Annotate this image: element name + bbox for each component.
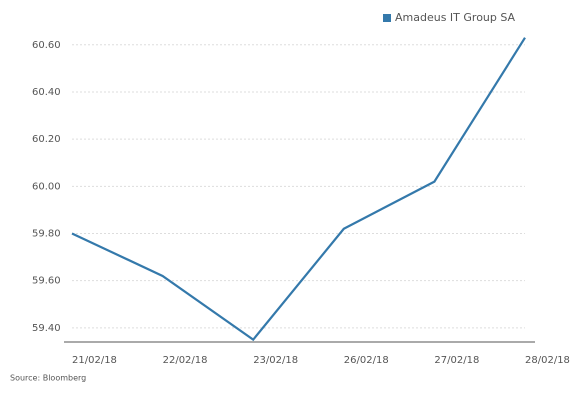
y-tick-label: 59.80 [32, 228, 61, 239]
data-line [71, 37, 526, 342]
source-note: Source: Bloomberg [10, 374, 86, 383]
x-tick-label: 21/02/18 [72, 355, 117, 366]
x-tick-label: 22/02/18 [163, 355, 208, 366]
legend-label: Amadeus IT Group SA [395, 11, 516, 24]
y-tick-label: 60.00 [32, 181, 61, 192]
y-tick-label: 59.40 [32, 323, 61, 334]
y-tick-label: 60.20 [32, 134, 61, 145]
x-tick-label: 23/02/18 [253, 355, 298, 366]
y-tick-label: 60.40 [32, 87, 61, 98]
x-tick-label: 28/02/18 [525, 355, 570, 366]
x-tick-label: 27/02/18 [434, 355, 479, 366]
y-tick-label: 60.60 [32, 40, 61, 51]
x-tick-label: 26/02/18 [344, 355, 389, 366]
y-tick-label: 59.60 [32, 276, 61, 287]
legend-swatch [383, 14, 391, 22]
